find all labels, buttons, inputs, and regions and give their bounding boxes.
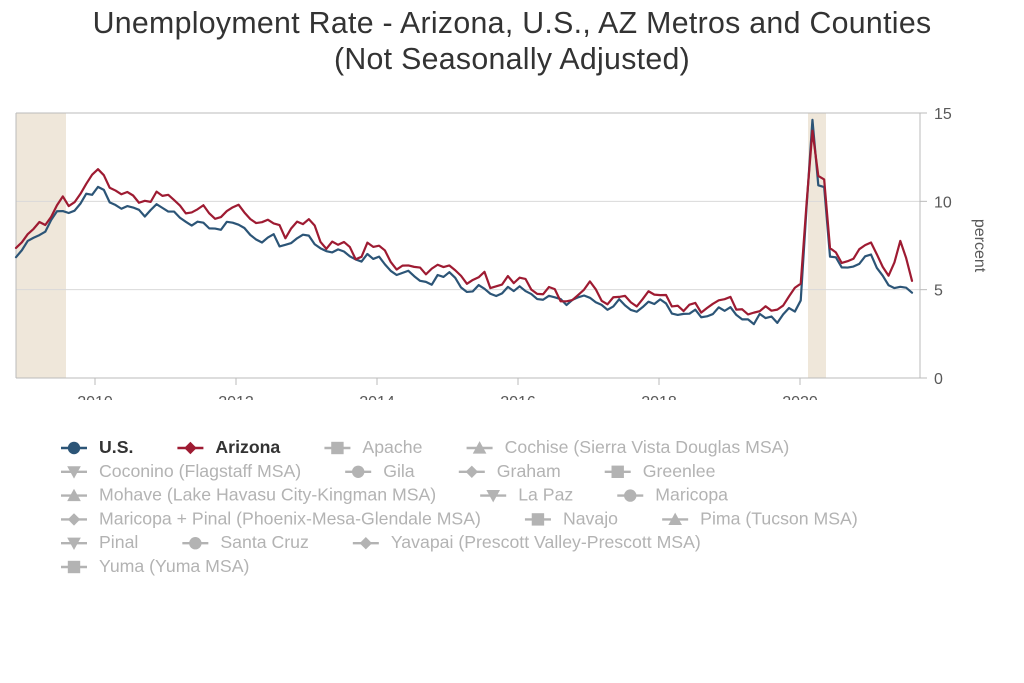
- svg-text:0: 0: [934, 371, 943, 388]
- svg-text:Arizona: Arizona: [215, 437, 280, 457]
- svg-text:5: 5: [934, 283, 943, 300]
- svg-text:15: 15: [934, 106, 952, 123]
- svg-text:2010: 2010: [77, 394, 113, 400]
- svg-text:2016: 2016: [500, 394, 536, 400]
- svg-text:Coconino (Flagstaff MSA): Coconino (Flagstaff MSA): [99, 461, 301, 481]
- svg-text:10: 10: [934, 194, 952, 211]
- svg-text:2014: 2014: [359, 394, 395, 400]
- svg-text:2018: 2018: [641, 394, 677, 400]
- svg-text:Gila: Gila: [383, 461, 415, 481]
- svg-text:Maricopa: Maricopa: [655, 485, 728, 505]
- svg-text:Pinal: Pinal: [99, 532, 138, 552]
- svg-text:Santa Cruz: Santa Cruz: [220, 532, 308, 552]
- svg-text:percent: percent: [971, 219, 988, 273]
- svg-text:Apache: Apache: [362, 437, 422, 457]
- svg-text:Graham: Graham: [497, 461, 561, 481]
- svg-text:Maricopa + Pinal (Phoenix-Mesa: Maricopa + Pinal (Phoenix-Mesa-Glendale …: [99, 508, 481, 528]
- svg-text:Cochise (Sierra Vista Douglas: Cochise (Sierra Vista Douglas MSA): [505, 437, 790, 457]
- svg-text:U.S.: U.S.: [99, 437, 133, 457]
- svg-text:La Paz: La Paz: [518, 485, 573, 505]
- svg-text:2012: 2012: [218, 394, 254, 400]
- svg-text:Mohave (Lake Havasu City-Kingm: Mohave (Lake Havasu City-Kingman MSA): [99, 485, 436, 505]
- svg-text:Greenlee: Greenlee: [643, 461, 716, 481]
- svg-text:Pima (Tucson MSA): Pima (Tucson MSA): [700, 508, 858, 528]
- svg-text:Yuma (Yuma MSA): Yuma (Yuma MSA): [99, 556, 249, 576]
- svg-text:Navajo: Navajo: [563, 508, 618, 528]
- svg-text:2020: 2020: [782, 394, 818, 400]
- svg-text:Yavapai (Prescott Valley-Presc: Yavapai (Prescott Valley-Prescott MSA): [391, 532, 701, 552]
